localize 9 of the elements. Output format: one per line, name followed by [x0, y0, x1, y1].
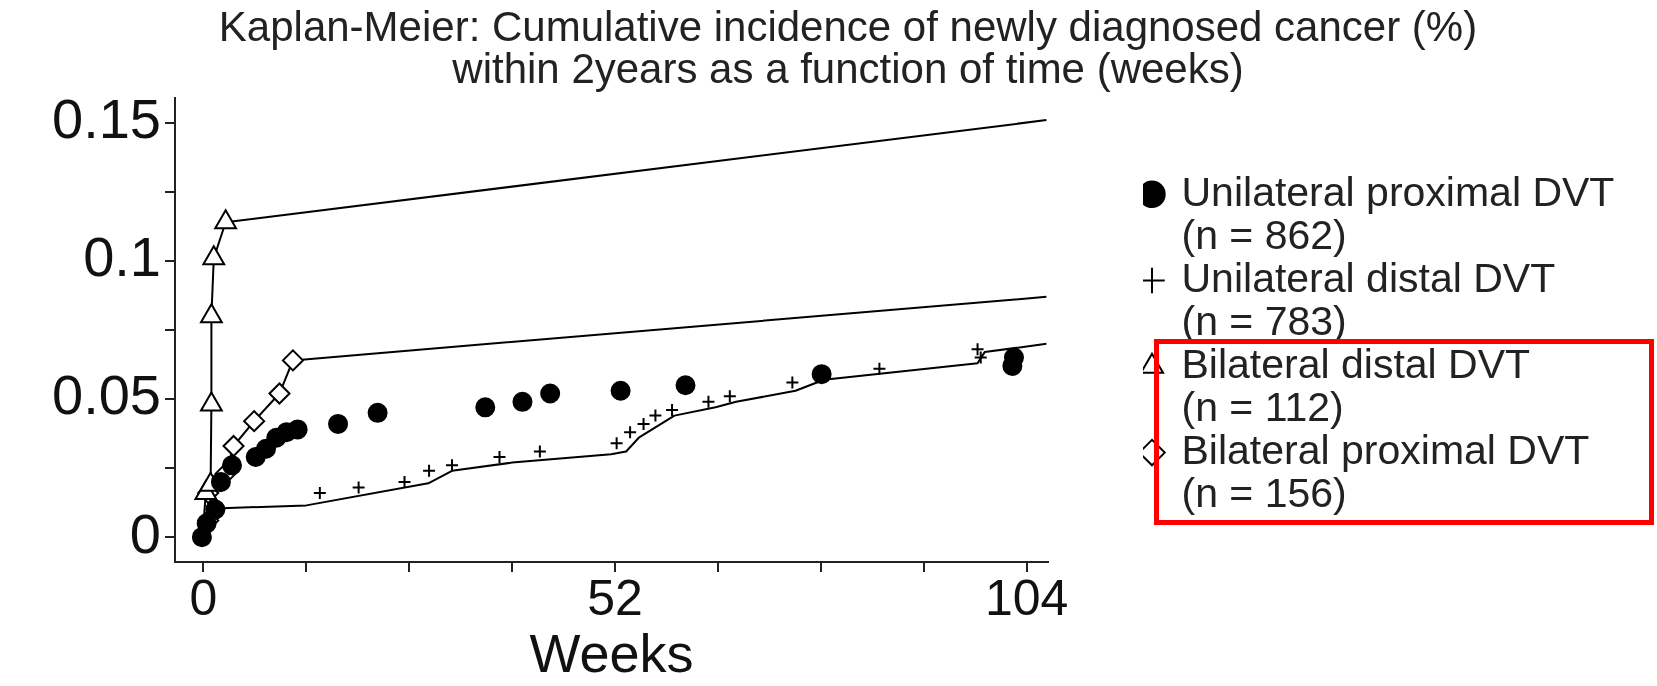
y-tick-label: 0.1	[83, 225, 161, 289]
x-tick-label: 104	[984, 569, 1069, 626]
legend-label: Unilateral proximal DVT (n = 862)	[1181, 168, 1615, 258]
y-tick-label: 0.05	[51, 363, 161, 427]
y-tick-label: 0.15	[51, 87, 161, 151]
legend-label: Bilateral distal DVT (n = 112)	[1181, 340, 1531, 430]
y-tick-label: 0	[129, 501, 161, 565]
chart-title: Kaplan-Meier: Cumulative incidence of newly diagnosed cancer (%) within 2years as a function of time (weeks)	[218, 2, 1478, 92]
x-tick-label: 0	[189, 569, 218, 626]
